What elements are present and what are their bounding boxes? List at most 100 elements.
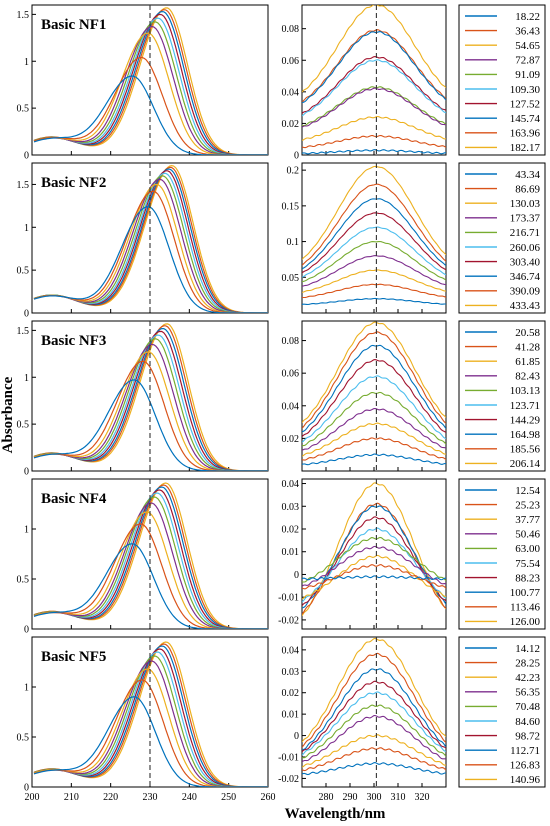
series-group bbox=[302, 482, 446, 617]
legend-label: 86.69 bbox=[515, 183, 540, 195]
legend-label: 185.56 bbox=[510, 444, 541, 456]
panel-title: Basic NF1 bbox=[41, 17, 106, 33]
series-line bbox=[33, 696, 268, 787]
plot-frame bbox=[301, 478, 447, 630]
legend-label: 140.96 bbox=[510, 774, 541, 786]
series-line bbox=[302, 714, 446, 763]
legend-label: 91.09 bbox=[515, 69, 540, 81]
series-line bbox=[302, 29, 446, 103]
legend-label: 346.74 bbox=[510, 271, 541, 283]
y-tick-label: 0.02 bbox=[282, 688, 300, 699]
y-tick-label: 0.04 bbox=[282, 645, 300, 656]
y-tick-label: 0.03 bbox=[282, 502, 300, 513]
x-tick-label: 230 bbox=[143, 792, 158, 803]
series-line bbox=[302, 59, 446, 117]
y-tick-label: 1 bbox=[24, 525, 29, 536]
series-line bbox=[302, 668, 446, 751]
legend-label: 163.96 bbox=[510, 128, 541, 140]
series-line bbox=[302, 198, 446, 270]
legend-label: 127.52 bbox=[510, 98, 540, 110]
y-tick-label: 0.5 bbox=[17, 575, 30, 586]
series-line bbox=[302, 86, 446, 127]
series-line bbox=[302, 554, 446, 600]
y-tick-label: 1.5 bbox=[17, 180, 30, 191]
panel-title: Basic NF4 bbox=[41, 491, 107, 507]
y-tick-label: 0.03 bbox=[282, 667, 300, 678]
legend-label: 130.03 bbox=[510, 198, 541, 210]
legend-label: 18.22 bbox=[515, 11, 540, 23]
x-tick-label: 310 bbox=[391, 792, 406, 803]
y-tick-label: 0.02 bbox=[282, 525, 300, 536]
series-line bbox=[33, 379, 268, 471]
legend-label: 390.09 bbox=[510, 286, 541, 298]
series-line bbox=[302, 680, 446, 753]
y-tick-label: -0.01 bbox=[278, 753, 299, 764]
y-tick-label: -0.02 bbox=[278, 774, 299, 785]
series-line bbox=[302, 422, 446, 457]
series-line bbox=[302, 183, 446, 266]
series-group bbox=[33, 641, 268, 787]
y-tick-label: 0 bbox=[24, 151, 29, 162]
y-tick-label: 0.05 bbox=[282, 273, 300, 284]
series-line bbox=[302, 704, 446, 759]
y-tick-label: 1 bbox=[24, 57, 29, 68]
y-tick-label: 0 bbox=[294, 570, 299, 581]
series-line bbox=[302, 545, 446, 587]
series-line bbox=[302, 407, 446, 451]
y-tick-label: 0 bbox=[24, 467, 29, 478]
series-group bbox=[33, 482, 268, 629]
legend-label: 113.46 bbox=[510, 602, 540, 614]
x-tick-label: 210 bbox=[64, 792, 79, 803]
legend-label: 63.00 bbox=[515, 543, 540, 555]
legend-label: 12.54 bbox=[515, 485, 540, 497]
series-line bbox=[302, 87, 446, 128]
legend-label: 56.35 bbox=[515, 687, 540, 699]
series-line bbox=[302, 359, 446, 438]
legend-label: 164.98 bbox=[510, 429, 541, 441]
series-line bbox=[302, 134, 446, 149]
y-tick-label: 0.02 bbox=[282, 119, 300, 130]
series-line bbox=[302, 5, 446, 93]
legend-label: 145.74 bbox=[510, 113, 541, 125]
series-line bbox=[302, 226, 446, 278]
legend-label: 37.77 bbox=[515, 514, 540, 526]
x-axis-title: Wavelength/nm bbox=[285, 806, 386, 822]
y-tick-label: -0.02 bbox=[278, 615, 299, 626]
y-tick-label: 0.06 bbox=[282, 56, 300, 67]
legend-label: 70.48 bbox=[515, 701, 540, 713]
legend-label: 123.71 bbox=[510, 400, 540, 412]
x-tick-label: 250 bbox=[221, 792, 236, 803]
series-line bbox=[302, 56, 446, 114]
series-line bbox=[302, 283, 446, 299]
plot-frame bbox=[301, 162, 447, 314]
legend-label: 25.23 bbox=[515, 499, 540, 511]
series-line bbox=[302, 31, 446, 104]
series-line bbox=[302, 762, 446, 776]
series-line bbox=[302, 255, 446, 288]
legend-label: 109.30 bbox=[510, 84, 541, 96]
y-tick-label: 0.5 bbox=[17, 266, 30, 277]
x-tick-label: 320 bbox=[415, 792, 430, 803]
y-tick-label: 1.5 bbox=[17, 10, 30, 21]
legend-label: 112.71 bbox=[510, 745, 540, 757]
y-tick-label: 0 bbox=[24, 309, 29, 320]
legend-label: 14.12 bbox=[515, 643, 540, 655]
legend-label: 303.40 bbox=[510, 256, 541, 268]
x-tick-label: 300 bbox=[367, 792, 382, 803]
series-line bbox=[302, 165, 446, 260]
series-line bbox=[302, 536, 446, 583]
series-line bbox=[302, 437, 446, 461]
legend-label: 433.43 bbox=[510, 300, 541, 312]
series-line bbox=[302, 331, 446, 429]
x-tick-label: 280 bbox=[319, 792, 334, 803]
series-line bbox=[302, 269, 446, 293]
y-tick-label: 0 bbox=[294, 731, 299, 742]
series-line bbox=[33, 56, 268, 155]
legend-label: 100.77 bbox=[510, 587, 541, 599]
legend-label: 20.58 bbox=[515, 327, 540, 339]
series-line bbox=[302, 297, 446, 306]
series-group bbox=[33, 164, 268, 313]
y-tick-label: 0.15 bbox=[282, 201, 300, 212]
legend-label: 260.06 bbox=[510, 242, 541, 254]
